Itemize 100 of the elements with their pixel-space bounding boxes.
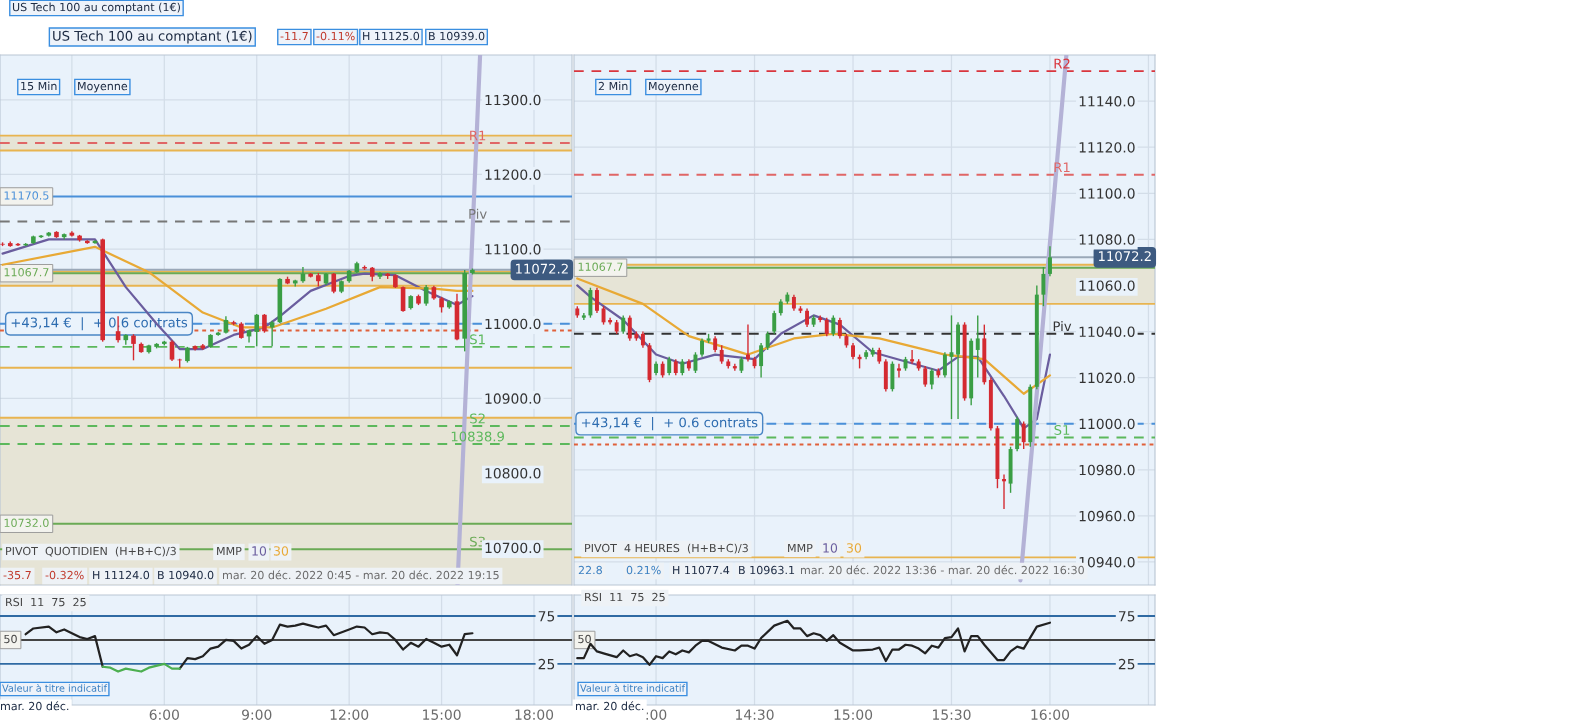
annotation: Moyenne xyxy=(649,81,699,93)
ref-line-label: 50 xyxy=(578,634,591,644)
y-tick-label: 25 xyxy=(1118,658,1135,670)
text: 30 xyxy=(846,543,862,553)
annotation: B 10963.1 xyxy=(739,565,795,575)
candlestick xyxy=(693,351,698,374)
ref-line-label: R2 xyxy=(1054,58,1070,69)
annotation: mar. 20 déc. xyxy=(576,701,644,711)
candlestick xyxy=(595,287,599,314)
annotation: 0.21% xyxy=(626,565,661,575)
y-tick-label: 10700.0 xyxy=(485,542,541,554)
annotation: Moyenne xyxy=(78,81,128,93)
x-tick-label: 12:00 xyxy=(330,709,369,720)
candlestick xyxy=(621,314,626,335)
y-tick-label: 11020.0 xyxy=(1079,372,1135,384)
annotation: PIVOT 4 HEURES (H+B+C)/3 xyxy=(585,543,748,554)
ref-line-label: S1 xyxy=(1054,424,1070,435)
ref-line-label: 11072.2 xyxy=(516,263,568,274)
annotation: RSI 11 75 25 xyxy=(585,592,665,602)
y-tick-label: 11100.0 xyxy=(485,244,541,255)
annotation: H 11077.4 xyxy=(673,565,730,575)
annotation: -0.32% xyxy=(45,570,84,580)
ref-line-label: 10838.9 xyxy=(451,431,504,442)
y-tick-label: 10800.0 xyxy=(485,468,541,479)
line-series xyxy=(101,662,181,673)
y-tick-label: 11080.0 xyxy=(1079,234,1135,245)
ref-line-label: 11170.5 xyxy=(4,191,49,200)
y-tick-label: 11000.0 xyxy=(485,318,541,330)
annotation: 22.8 xyxy=(578,565,602,575)
chart-title: US Tech 100 au comptant (1€) xyxy=(53,30,252,44)
y-tick-label: 11000.0 xyxy=(1079,418,1135,430)
y-tick-label: 11100.0 xyxy=(1079,188,1135,199)
annotation: H 11124.0 xyxy=(93,570,150,580)
candlestick xyxy=(765,330,770,351)
y-tick-label: 75 xyxy=(1119,611,1135,622)
annotation: Valeur à titre indicatif xyxy=(580,683,686,692)
candlestick xyxy=(759,342,764,379)
line-series xyxy=(1,245,474,329)
candlestick xyxy=(667,356,672,376)
ref-line-label: Piv xyxy=(1053,321,1072,332)
candlestick xyxy=(923,365,928,388)
text: -0.11% xyxy=(316,31,355,41)
ref-line-label: S1 xyxy=(470,334,485,345)
x-tick-label: 16:00 xyxy=(1031,709,1070,720)
candlestick xyxy=(942,351,947,379)
text: US Tech 100 au comptant (1€) xyxy=(12,2,180,14)
annotation: Valeur à titre indicatif xyxy=(2,683,108,692)
ref-line-label: 11067.7 xyxy=(4,268,49,277)
x-tick-label: 15:00 xyxy=(423,709,461,720)
text: 10 xyxy=(823,543,838,553)
candlestick xyxy=(262,313,267,334)
annotation: +43,14 € | + 0.6 contrats xyxy=(581,417,758,431)
x-tick-label: 15:30 xyxy=(933,709,971,720)
y-tick-label: 75 xyxy=(538,611,555,622)
candlestick xyxy=(824,317,829,337)
ref-line-label: Piv xyxy=(469,208,487,219)
ref-line-label: 10732.0 xyxy=(4,518,49,528)
y-tick-label: 11040.0 xyxy=(1079,326,1135,337)
annotation: -35.7 xyxy=(3,570,31,580)
y-tick-label: 11060.0 xyxy=(1079,280,1135,291)
ref-line-label: R1 xyxy=(1054,162,1070,173)
annotation: RSI 11 75 25 xyxy=(6,597,86,607)
text: -11.7 xyxy=(280,31,308,41)
candlestick xyxy=(1047,245,1052,277)
candlestick xyxy=(1021,420,1026,450)
x-tick-label: 18:00 xyxy=(515,709,554,720)
annotation: mar. 20 déc. 2022 0:45 - mar. 20 déc. 2022 19:15 xyxy=(223,570,499,580)
text: B 10939.0 xyxy=(429,31,485,41)
ref-line-label: 50 xyxy=(4,634,17,644)
candlestick xyxy=(254,313,260,347)
candlestick xyxy=(929,367,934,390)
candlestick xyxy=(601,305,606,326)
y-tick-label: 11200.0 xyxy=(485,169,541,180)
candlestick xyxy=(837,317,842,340)
candlestick xyxy=(805,307,810,328)
text: 10 xyxy=(252,546,267,556)
annotation: 2 Min xyxy=(598,81,628,91)
candlestick xyxy=(975,314,980,379)
annotation: PIVOT QUOTIDIEN (H+B+C)/3 xyxy=(6,546,176,557)
annotation: MMP xyxy=(788,543,813,553)
x-tick-label: 14:30 xyxy=(736,709,774,720)
candlestick xyxy=(719,344,724,365)
y-tick-label: 25 xyxy=(538,658,555,670)
line-series xyxy=(576,277,1052,395)
y-tick-label: 10900.0 xyxy=(485,393,541,404)
ref-line-label: 11067.7 xyxy=(578,262,623,271)
candlestick xyxy=(831,314,836,337)
text: 30 xyxy=(273,546,289,556)
candlestick xyxy=(1041,266,1046,307)
candlestick xyxy=(897,363,901,379)
annotation: MMP xyxy=(217,546,242,556)
x-tick-label: 6:00 xyxy=(149,709,179,720)
candlestick xyxy=(700,337,704,358)
x-tick-label: 15:00 xyxy=(834,709,873,720)
y-tick-label: 11120.0 xyxy=(1079,142,1135,153)
annotation: mar. 20 déc. xyxy=(1,701,69,711)
annotation: B 10940.0 xyxy=(158,570,214,580)
x-tick-label: :00 xyxy=(646,709,667,720)
x-tick-label: 9:00 xyxy=(242,709,272,720)
candlestick xyxy=(772,310,777,335)
